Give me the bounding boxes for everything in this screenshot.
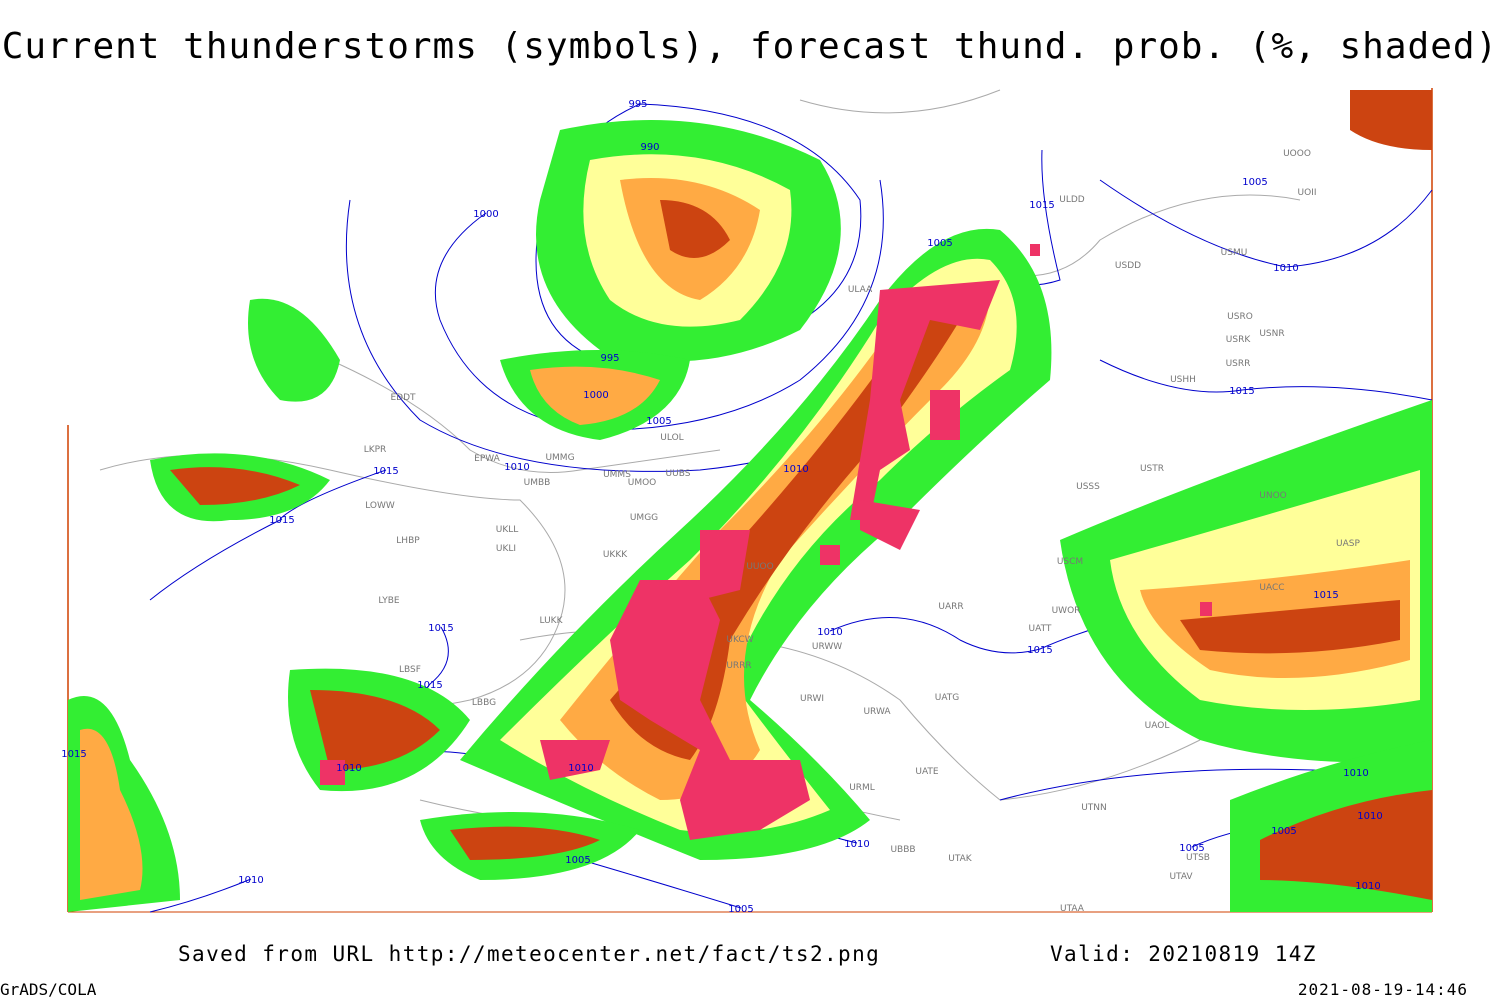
station-label: UATT [1029,624,1052,634]
valid-time: Valid: 20210819 14Z [1050,942,1317,966]
station-labels: ULDD USDD USMU UOOO UOII ULAA USRO USRK USNR USRR… [364,149,1361,914]
isobar-label: 1010 [336,763,361,774]
station-label: USSS [1076,482,1100,492]
station-label: UBBB [890,845,915,855]
station-label: UOII [1298,188,1317,198]
isobar-label: 1000 [583,390,608,401]
station-label: UMMG [545,453,574,463]
station-label: ULOL [660,433,683,443]
station-label: UNOO [1259,491,1287,501]
isobar-label: 1010 [844,839,869,850]
title: Current thunderstorms (symbols), forecas… [2,26,1498,67]
isobar-label: 1015 [269,515,294,526]
station-label: LBBG [472,698,496,708]
isobar-label: 1015 [61,749,86,760]
station-label: UASP [1336,539,1360,549]
station-label: UKLL [496,525,519,535]
isobar-label: 1005 [646,416,671,427]
station-label: UTAA [1060,904,1085,914]
timestamp: 2021-08-19-14:46 [1298,980,1468,999]
station-label: UATE [915,767,939,777]
station-label: UMGG [630,513,658,523]
station-label: UTNN [1081,803,1107,813]
station-label: UUOO [746,562,773,572]
station-label: UMMS [603,470,631,480]
station-label: LUKK [540,616,564,626]
station-label: URRR [726,661,751,671]
isobar-label: 1000 [473,209,498,220]
station-label: UMBB [524,478,551,488]
isobar-labels: 995 990 1000 1005 1015 1005 1010 995 1000 1005 101… [61,99,1382,915]
station-label: UACC [1259,583,1284,593]
station-label: ULDD [1059,195,1085,205]
isobar-label: 1010 [568,763,593,774]
station-label: UAOL [1145,721,1170,731]
station-label: USRO [1227,312,1253,322]
isobar-label: 1005 [565,855,590,866]
station-label: LYBE [378,596,399,606]
station-label: LKPR [364,445,387,455]
isobar-label: 1015 [1029,200,1054,211]
isobar-label: 1005 [1271,826,1296,837]
station-label: ULAA [848,285,873,295]
isobar-label: 1015 [373,466,398,477]
isobar-label: 1015 [417,680,442,691]
station-label: LOWW [365,501,395,511]
station-label: USHH [1170,375,1196,385]
station-label: USTR [1140,464,1164,474]
thunderstorm-symbols [320,244,1212,840]
source-url: Saved from URL http://meteocenter.net/fa… [178,942,880,966]
station-label: UKLI [496,544,516,554]
station-label: UARR [938,602,963,612]
isobar-label: 1015 [1229,386,1254,397]
station-label: UKCW [726,635,753,645]
isobar-label: 1015 [1313,590,1338,601]
isobar-label: 1010 [1357,811,1382,822]
station-label: UATG [935,693,960,703]
station-label: UUBS [666,469,691,479]
isobar-label: 1010 [783,464,808,475]
station-label: USDD [1115,261,1141,271]
isobar-label: 1010 [1273,263,1298,274]
station-label: UOOO [1283,149,1311,159]
station-label: USMU [1221,248,1248,258]
station-label: UTAV [1169,872,1193,882]
isobar-label: 995 [628,99,647,110]
station-label: USRR [1226,359,1251,369]
isobar-label: 1005 [927,238,952,249]
station-label: USCM [1057,557,1083,567]
isobar-label: 1010 [817,627,842,638]
station-label: LBSF [399,665,421,675]
station-label: URWW [812,642,842,652]
station-label: UKKK [603,550,628,560]
isobar-label: 1010 [504,462,529,473]
station-label: LHBP [396,536,420,546]
station-label: URWA [863,707,891,717]
isobar-label: 1005 [728,904,753,915]
station-label: UTSB [1186,853,1210,863]
station-label: UWOR [1052,606,1081,616]
isobar-label: 1010 [238,875,263,886]
isobar-label: 1015 [428,623,453,634]
station-label: USNR [1259,329,1284,339]
station-label: URML [849,783,875,793]
isobar-label: 1010 [1355,881,1380,892]
station-label: URWI [800,694,824,704]
isobar-label: 1005 [1242,177,1267,188]
isobar-label: 995 [600,353,619,364]
isobar-label: 990 [640,142,659,153]
station-label: UMOO [628,478,657,488]
isobar-label: 1005 [1179,843,1204,854]
station-label: EDDT [390,393,416,403]
software: GrADS/COLA [0,980,97,999]
station-label: EPWA [474,454,501,464]
station-label: UTAK [948,854,973,864]
isobar-label: 1015 [1027,645,1052,656]
isobar-label: 1010 [1343,768,1368,779]
station-label: USRK [1226,335,1252,345]
